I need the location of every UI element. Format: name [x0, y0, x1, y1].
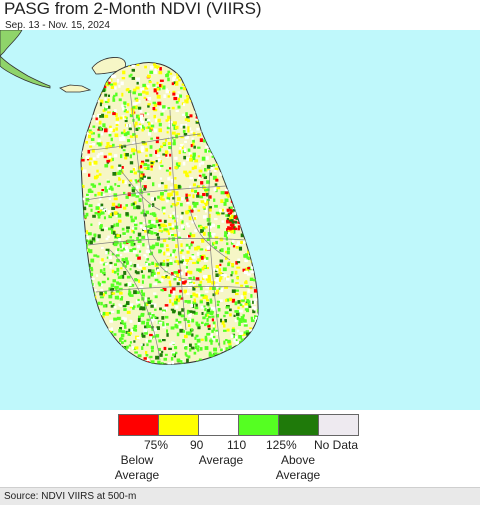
legend-below-average: Below Average — [114, 453, 160, 482]
legend-above-average: Above Average — [275, 453, 321, 482]
legend-swatch-no-data — [319, 415, 358, 435]
date-range: Sep. 13 - Nov. 15, 2024 — [5, 20, 110, 31]
legend-tick-75: 75% — [144, 438, 169, 452]
mainland-coast-ext — [0, 55, 51, 89]
legend-average: Average — [198, 453, 244, 467]
jaffna-peninsula — [91, 57, 126, 75]
legend-bar — [118, 414, 359, 436]
map-title: PASG from 2-Month NDVI (VIIRS) — [4, 0, 262, 18]
legend-swatch-110-125 — [239, 415, 279, 435]
legend-no-data-label: No Data — [314, 438, 359, 452]
map-panel — [0, 30, 480, 410]
legend-swatch-below-75 — [119, 415, 159, 435]
legend-tick-90: 90 — [190, 438, 204, 452]
district-boundaries — [85, 89, 257, 361]
legend-tick-110: 110 — [227, 438, 247, 452]
map-canvas — [0, 30, 259, 365]
source-footer: Source: NDVI VIIRS at 500-m — [0, 487, 480, 505]
legend-tick-125: 125% — [266, 438, 297, 452]
mainland-coast — [0, 30, 23, 57]
source-credit: Source: NDVI VIIRS at 500-m — [4, 491, 137, 502]
legend-swatch-75-90 — [159, 415, 199, 435]
legend-swatch-90-110 — [199, 415, 239, 435]
legend-swatch-above-125 — [279, 415, 319, 435]
northern-islands — [59, 84, 92, 93]
